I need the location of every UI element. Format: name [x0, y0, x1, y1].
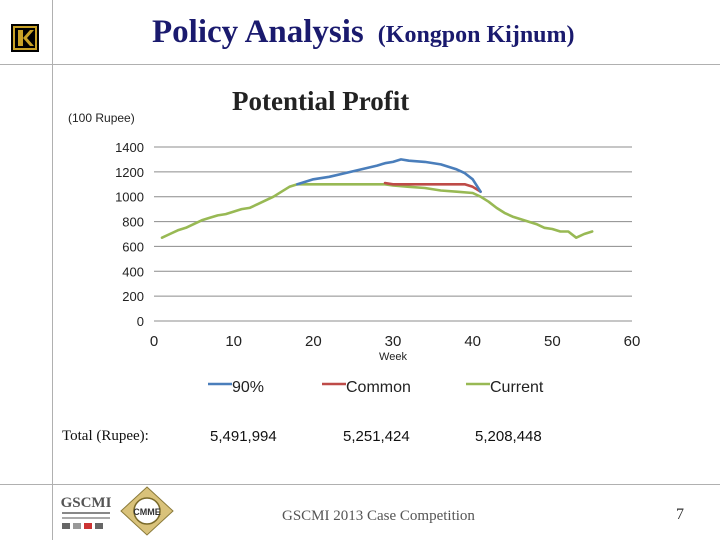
header-divider-line: [0, 64, 720, 65]
cmme-logo-text: CMME: [133, 507, 161, 517]
chart-unit-label: (100 Rupee): [68, 111, 135, 125]
footer-text: GSCMI 2013 Case Competition: [282, 508, 475, 524]
total-common: 5,251,424: [343, 428, 410, 445]
legend-label-current: Current: [490, 379, 544, 396]
series-line-90-percent: [296, 158, 482, 193]
y-tick-label-5: 1000: [115, 190, 144, 205]
x-tick-label-3: 30: [385, 333, 402, 350]
page-number: 7: [676, 506, 684, 523]
footer-divider-line: [0, 484, 720, 485]
gscmi-logo-text: GSCMI: [61, 495, 112, 511]
x-tick-label-5: 50: [544, 333, 561, 350]
x-tick-label-1: 10: [225, 333, 242, 350]
totals-label: Total (Rupee):: [62, 428, 149, 444]
y-tick-label-6: 1200: [115, 165, 144, 180]
series-line-common: [383, 181, 482, 193]
series-line-current: [160, 183, 594, 239]
k-letter-icon: [13, 26, 37, 50]
x-tick-label-2: 20: [305, 333, 322, 350]
title-main: Policy Analysis: [152, 14, 364, 50]
total-90-percent: 5,491,994: [210, 428, 277, 445]
chart-title: Potential Profit: [232, 86, 410, 116]
y-tick-label-4: 800: [122, 215, 144, 230]
y-tick-label-3: 600: [122, 239, 144, 254]
x-axis-label: Week: [379, 351, 407, 363]
kongpon-logo: [11, 24, 39, 52]
legend-label-common: Common: [346, 379, 411, 396]
title-subtitle: (Kongpon Kijnum): [377, 22, 575, 48]
y-tick-label-7: 1400: [115, 140, 144, 155]
y-tick-label-1: 200: [122, 289, 144, 304]
y-tick-label-2: 400: [122, 264, 144, 279]
legend-label-90-percent: 90%: [232, 379, 264, 396]
x-tick-label-0: 0: [150, 333, 158, 350]
x-tick-label-6: 60: [624, 333, 641, 350]
cmme-logo: CMME: [120, 486, 174, 536]
total-current: 5,208,448: [475, 428, 542, 445]
page-title: Policy Analysis (Kongpon Kijnum): [152, 14, 575, 51]
left-divider-line: [52, 0, 53, 540]
x-tick-label-4: 40: [464, 333, 481, 350]
y-tick-label-0: 0: [137, 314, 144, 329]
gscmi-logo: GSCMI: [58, 490, 114, 532]
